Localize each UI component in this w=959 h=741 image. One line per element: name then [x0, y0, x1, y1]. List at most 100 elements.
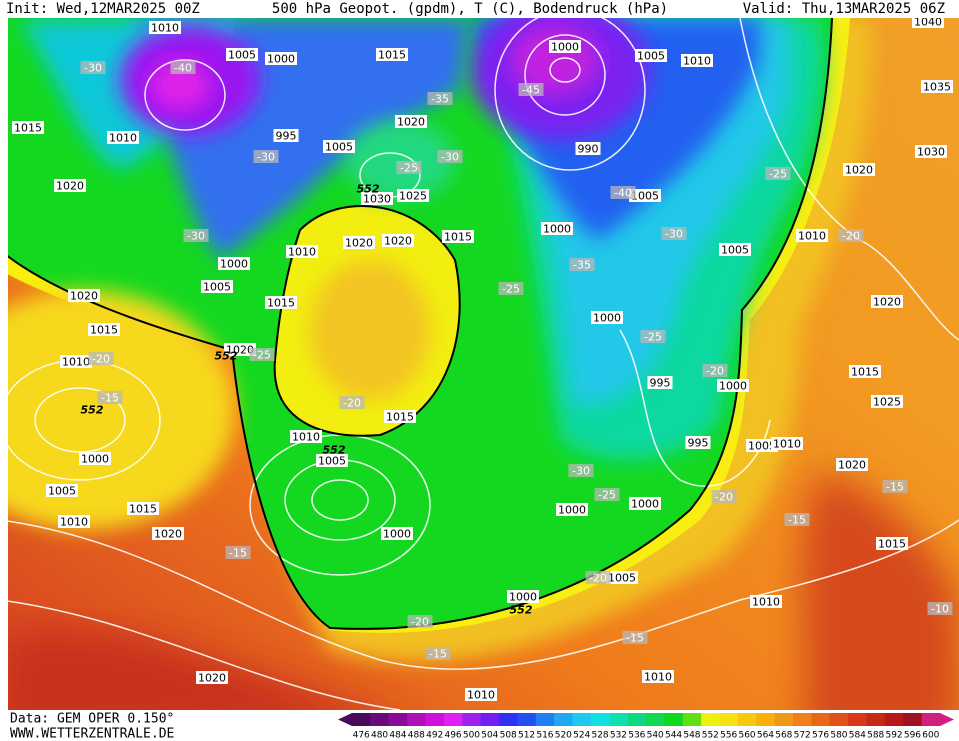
- pressure-label-box: [647, 376, 673, 389]
- temperature-label: -20: [842, 230, 860, 243]
- colorbar-swatch: [737, 713, 757, 726]
- pressure-label: 1000: [81, 453, 109, 466]
- temperature-label: -40: [174, 62, 192, 75]
- temperature-label-box: [702, 364, 728, 377]
- colorbar-label: 516: [536, 731, 553, 741]
- pressure-label-box: [361, 192, 393, 205]
- pressure-label-box: [871, 295, 903, 308]
- pressure-label-box: [226, 48, 258, 61]
- pressure-label: 1000: [220, 258, 248, 271]
- temperature-label: -25: [502, 283, 520, 296]
- colorbar-swatch: [682, 713, 702, 726]
- pressure-label: 1000: [593, 312, 621, 325]
- pressure-label: 1010: [151, 22, 179, 35]
- pressure-label-box: [68, 289, 100, 302]
- pressure-label: 1020: [154, 528, 182, 541]
- pressure-label: 1000: [551, 41, 579, 54]
- temperature-label: -30: [665, 228, 683, 241]
- pressure-label: 1020: [384, 235, 412, 248]
- temperature-label: -10: [931, 603, 949, 616]
- pressure-label-box: [149, 21, 181, 34]
- pressure-label-box: [60, 355, 92, 368]
- pressure-label-box: [381, 527, 413, 540]
- colorbar-swatch: [499, 713, 518, 726]
- pressure-label-box: [323, 140, 355, 153]
- pressure-label: 1010: [752, 596, 780, 609]
- pressure-label: 1010: [683, 55, 711, 68]
- colorbar-swatch: [646, 713, 665, 726]
- pressure-label-box: [201, 280, 233, 293]
- colorbar-label: 548: [683, 731, 700, 741]
- pressure-label-box: [265, 52, 297, 65]
- pressure-label: 1010: [292, 431, 320, 444]
- pressure-label: 1015: [378, 49, 406, 62]
- pressure-label: 1015: [878, 538, 906, 551]
- colorbar-swatch: [462, 713, 482, 726]
- temperature-label-box: [610, 186, 636, 199]
- pressure-label: 1010: [60, 516, 88, 529]
- temperature-label-box: [437, 150, 463, 163]
- pressure-label-box: [871, 395, 903, 408]
- pressure-label: 1005: [631, 190, 659, 203]
- temperature-label-box: [711, 490, 737, 503]
- temperature-label: -20: [706, 365, 724, 378]
- colorbar-label: 540: [647, 731, 664, 741]
- pressure-label: 1020: [56, 180, 84, 193]
- pressure-label-box: [717, 379, 749, 392]
- colorbar-swatch: [921, 713, 941, 726]
- contour-552-center: [273, 205, 461, 437]
- pressure-label-box: [750, 595, 782, 608]
- temperature-label-box: [585, 571, 611, 584]
- pressure-label: 1015: [851, 366, 879, 379]
- temperature-label: -20: [715, 491, 733, 504]
- temperature-label-box: [568, 464, 594, 477]
- pressure-label: 1005: [721, 244, 749, 257]
- colorbar-swatch: [388, 713, 408, 726]
- pressure-label: 1020: [873, 296, 901, 309]
- pressure-label-box: [79, 452, 111, 465]
- pressure-label-box: [606, 571, 638, 584]
- colorbar-swatch: [572, 713, 592, 726]
- colorbar: 476 480 484 488 492 496 500 504 508 512 516 520 524 5…: [338, 713, 954, 741]
- temperature-label: -15: [788, 514, 806, 527]
- pressure-label: 1005: [608, 572, 636, 585]
- pressure-label-box: [591, 311, 623, 324]
- pressure-label-box: [836, 458, 868, 471]
- pressure-label-box: [54, 179, 86, 192]
- temperature-label-box: [88, 352, 114, 365]
- temperature-label-box: [622, 631, 648, 644]
- pressure-label: 1010: [109, 132, 137, 145]
- colorbar-swatch: [719, 713, 739, 726]
- colorbar-swatch: [407, 713, 426, 726]
- field-red-east: [801, 470, 959, 710]
- height-label: 552: [323, 444, 346, 457]
- pressure-label-box: [915, 145, 947, 158]
- temperature-label-box: [882, 480, 908, 493]
- colorbar-label: 552: [702, 731, 719, 741]
- colorbar-arrow-right: [940, 713, 954, 726]
- pressure-label-box: [876, 537, 908, 550]
- colorbar-label: 592: [885, 731, 902, 741]
- temperature-label-box: [640, 330, 666, 343]
- pressure-label: 1020: [397, 116, 425, 129]
- temperature-label-box: [183, 229, 209, 242]
- colorbar-label: 480: [371, 731, 388, 741]
- colorbar-label: 560: [738, 731, 755, 741]
- pressure-label: 1015: [129, 503, 157, 516]
- colorbar-label: 568: [775, 731, 792, 741]
- colorbar-label: 596: [904, 731, 921, 741]
- pressure-label-box: [541, 222, 573, 235]
- colorbar-label: 556: [720, 731, 737, 741]
- pressure-label: 1020: [345, 237, 373, 250]
- pressure-label: 990: [578, 143, 599, 156]
- temperature-label: -30: [441, 151, 459, 164]
- temperature-label: -35: [431, 93, 449, 106]
- temperature-label-box: [170, 61, 196, 74]
- pressure-label: 1010: [773, 438, 801, 451]
- colorbar-swatch: [903, 713, 923, 726]
- pressure-label: 1010: [62, 356, 90, 369]
- height-label: 552: [510, 604, 533, 617]
- temperature-label: -15: [626, 632, 644, 645]
